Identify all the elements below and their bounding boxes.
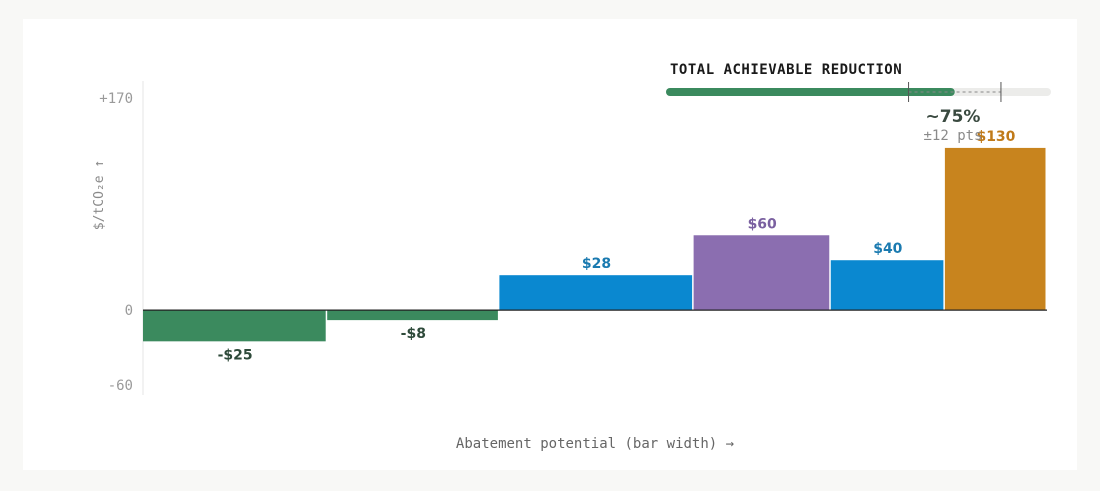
bar-labels: -$25 -$8 $28 $60 $40 $130	[218, 129, 1016, 363]
y-tick-label: -60	[108, 378, 133, 394]
bar	[499, 275, 693, 311]
bar-value-label: $40	[873, 241, 902, 257]
bar-value-label: -$8	[401, 326, 426, 342]
bar	[944, 147, 1046, 311]
gauge-title: TOTAL ACHIEVABLE REDUCTION	[670, 62, 902, 78]
x-axis-title: Abatement potential (bar width) →	[456, 436, 734, 452]
bar-value-label: $130	[976, 129, 1015, 145]
y-ticks: +170 0 -60	[99, 91, 133, 394]
bars	[143, 147, 1046, 342]
bar	[693, 235, 830, 311]
bar-value-label: -$25	[218, 347, 253, 363]
bar	[143, 310, 326, 342]
bar	[830, 260, 944, 311]
y-tick-label: 0	[125, 303, 133, 319]
y-tick-label: +170	[99, 91, 133, 107]
bar	[327, 310, 498, 321]
bar-value-label: $60	[748, 216, 777, 232]
gauge-uncertainty-label: ±12 pts	[923, 128, 982, 144]
bar-value-label: $28	[582, 256, 611, 272]
chart-card: +170 0 -60 $/tCO₂e ↑ -$25 -$8 $28 $60 $40 $130 …	[23, 19, 1077, 470]
reduction-gauge: TOTAL ACHIEVABLE REDUCTION ~75% ±12 pts	[666, 62, 1051, 144]
gauge-value-label: ~75%	[926, 107, 981, 127]
y-axis-title: $/tCO₂e ↑	[92, 160, 107, 230]
gauge-fill	[666, 88, 955, 96]
